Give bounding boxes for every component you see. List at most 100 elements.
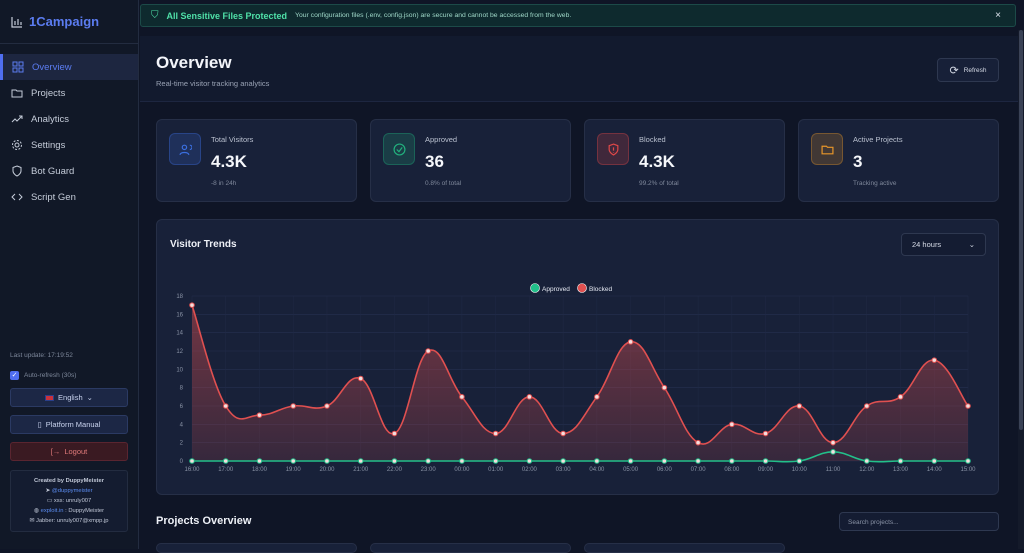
xss-label: xss:: [53, 498, 65, 504]
approved-point: [695, 458, 701, 464]
close-banner-button[interactable]: ×: [995, 10, 1001, 21]
last-update: Last update: 17:19:52: [10, 352, 73, 359]
stat-card-blocked: Blocked 4.3K 99.2% of total: [584, 119, 785, 202]
stat-value: 3: [853, 152, 863, 171]
scrollbar[interactable]: [1018, 30, 1024, 549]
y-tick-label: 14: [176, 331, 183, 337]
stat-label: Approved: [425, 135, 458, 144]
blocked-point: [863, 403, 870, 409]
chevron-down-icon: ⌄: [968, 240, 975, 249]
blocked-point: [931, 357, 938, 363]
sidebar-item-label: Script Gen: [31, 191, 76, 203]
stat-subtext: -8 in 24h: [211, 180, 237, 187]
telegram-link[interactable]: @duppymeister: [51, 488, 93, 494]
folder-icon: [11, 89, 23, 98]
bar-chart-icon: [11, 16, 22, 28]
x-tick-label: 11:00: [826, 467, 841, 473]
x-tick-label: 09:00: [758, 467, 774, 473]
project-card: [156, 543, 357, 553]
code-icon: [11, 193, 23, 201]
approved-point: [256, 458, 263, 464]
blocked-point: [627, 339, 634, 345]
grid-icon: [12, 61, 24, 73]
y-tick-label: 10: [176, 367, 183, 373]
platform-manual-button[interactable]: ▯ Platform Manual: [10, 415, 128, 434]
search-projects-input[interactable]: Search projects...: [839, 512, 999, 531]
sidebar-item-label: Analytics: [31, 113, 70, 125]
sidebar-item-bot-guard[interactable]: Bot Guard: [0, 158, 138, 184]
x-tick-label: 07:00: [691, 467, 707, 473]
x-tick-label: 00:00: [454, 467, 470, 473]
refresh-button[interactable]: ⟳ Refresh: [937, 58, 999, 82]
checkbox-icon: ✓: [10, 371, 19, 380]
blocked-point: [762, 430, 769, 437]
visitor-trends-chart: 0 2 4 6 8 10 12 14 16 18 16:00 17:00 18:00 19:00 20:00…: [176, 283, 976, 473]
stat-value: 4.3K: [211, 152, 247, 171]
logout-button[interactable]: [→ Logout: [10, 442, 128, 461]
approved-point: [222, 458, 229, 464]
stat-card-approved: Approved 36 0.8% of total: [370, 119, 571, 202]
x-tick-label: 14:00: [927, 467, 943, 473]
platform-manual-label: Platform Manual: [45, 420, 101, 429]
credit-title: Created by DuppyMeister: [34, 478, 104, 484]
sidebar: 1Campaign Overview Projects Analytics Setti…: [0, 0, 139, 549]
auto-refresh-checkbox[interactable]: ✓ Auto-refresh (30s): [10, 371, 128, 380]
approved-point: [897, 458, 904, 464]
sidebar-item-script-gen[interactable]: Script Gen: [0, 184, 138, 210]
x-tick-label: 12:00: [859, 467, 875, 473]
sidebar-item-projects[interactable]: Projects: [0, 80, 138, 106]
approved-point: [391, 458, 398, 464]
exploit-user: : DuppyMeister: [65, 508, 105, 514]
page-subtitle: Real-time visitor tracking analytics: [156, 79, 270, 88]
visitor-trends-card: Visitor Trends 24 hours ⌄ 0 2 4 6 8 10 12 14 16 18…: [156, 219, 999, 495]
blocked-point: [897, 394, 904, 400]
x-tick-label: 13:00: [893, 467, 909, 473]
y-tick-label: 12: [176, 349, 183, 355]
language-select[interactable]: English ⌄: [10, 388, 128, 407]
folder-open-icon: [811, 133, 843, 165]
blocked-point: [526, 394, 533, 400]
page-header: Overview Real-time visitor tracking anal…: [140, 36, 1024, 102]
x-tick-label: 17:00: [218, 467, 234, 473]
y-tick-label: 18: [176, 294, 183, 300]
approved-point: [324, 458, 330, 464]
blocked-point: [560, 430, 566, 437]
time-range-select[interactable]: 24 hours ⌄: [901, 233, 986, 256]
sidebar-item-label: Bot Guard: [31, 165, 75, 177]
stat-value: 36: [425, 152, 444, 171]
app-name: 1Campaign: [29, 14, 100, 29]
jabber: Jabber: unruly007@xmpp.jp: [35, 518, 109, 524]
globe-icon: ◍: [33, 508, 39, 514]
shield-icon: [12, 165, 22, 177]
stat-card-total-visitors: Total Visitors 4.3K -8 in 24h: [156, 119, 357, 202]
users-icon: [169, 133, 201, 165]
y-tick-label: 0: [180, 459, 184, 465]
approved-point: [762, 458, 769, 464]
sidebar-item-analytics[interactable]: Analytics: [0, 106, 138, 132]
approved-point: [526, 458, 533, 464]
blocked-point: [222, 403, 229, 409]
refresh-label: Refresh: [963, 66, 987, 74]
approved-point: [830, 449, 836, 455]
approved-point: [863, 458, 870, 464]
sidebar-item-settings[interactable]: Settings: [0, 132, 138, 158]
blocked-point: [391, 430, 398, 437]
check-circle-icon: [383, 133, 415, 165]
approved-point: [492, 458, 499, 464]
approved-point: [661, 458, 668, 464]
security-banner: ⛉ All Sensitive Files Protected Your con…: [140, 4, 1016, 27]
stat-label: Active Projects: [853, 135, 903, 144]
scrollbar-thumb[interactable]: [1019, 30, 1023, 430]
logo[interactable]: 1Campaign: [0, 0, 138, 44]
approved-line: [192, 451, 968, 463]
trending-up-icon: [11, 115, 23, 123]
mail-icon: ✉: [29, 518, 35, 524]
exploit-link[interactable]: exploit.in: [40, 508, 64, 514]
sidebar-item-overview[interactable]: Overview: [0, 54, 138, 80]
approved-point: [290, 458, 297, 464]
legend-marker-approved: [530, 283, 540, 293]
logout-label: Logout: [64, 447, 88, 456]
blocked-point: [290, 403, 297, 409]
x-tick-label: 19:00: [286, 467, 302, 473]
y-tick-label: 2: [180, 441, 184, 447]
